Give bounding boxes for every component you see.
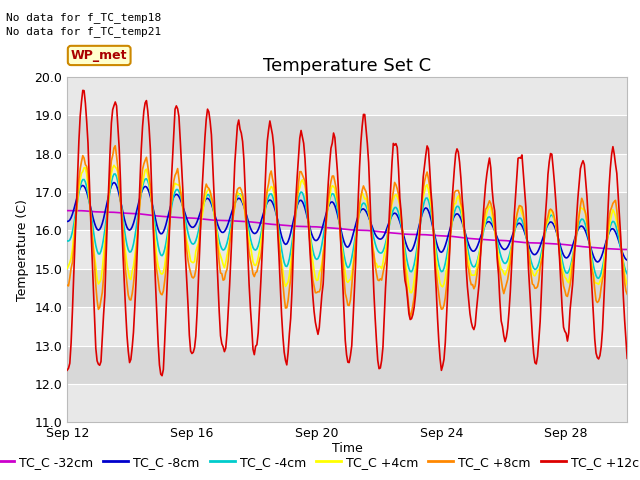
Bar <box>67 154 627 192</box>
Bar <box>67 115 627 154</box>
Bar <box>67 346 627 384</box>
Y-axis label: Temperature (C): Temperature (C) <box>16 199 29 300</box>
Bar <box>67 384 627 422</box>
X-axis label: Time: Time <box>332 442 363 455</box>
Bar <box>67 307 627 346</box>
Bar <box>67 230 627 269</box>
Bar <box>67 192 627 230</box>
Legend: TC_C -32cm, TC_C -8cm, TC_C -4cm, TC_C +4cm, TC_C +8cm, TC_C +12cm: TC_C -32cm, TC_C -8cm, TC_C -4cm, TC_C +… <box>0 451 640 474</box>
Text: WP_met: WP_met <box>71 49 127 62</box>
Bar <box>67 77 627 115</box>
Title: Temperature Set C: Temperature Set C <box>263 57 431 75</box>
Text: No data for f_TC_temp18: No data for f_TC_temp18 <box>6 12 162 23</box>
Bar <box>67 269 627 307</box>
Text: No data for f_TC_temp21: No data for f_TC_temp21 <box>6 26 162 37</box>
